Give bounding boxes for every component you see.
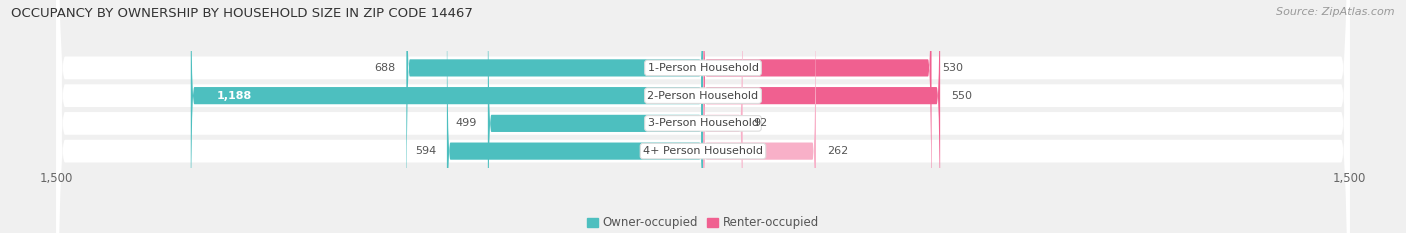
FancyBboxPatch shape [703,0,742,233]
FancyBboxPatch shape [703,0,932,233]
Text: 688: 688 [374,63,395,73]
Text: 262: 262 [827,146,848,156]
Text: OCCUPANCY BY OWNERSHIP BY HOUSEHOLD SIZE IN ZIP CODE 14467: OCCUPANCY BY OWNERSHIP BY HOUSEHOLD SIZE… [11,7,474,20]
FancyBboxPatch shape [488,0,703,233]
FancyBboxPatch shape [56,0,1350,233]
Text: 4+ Person Household: 4+ Person Household [643,146,763,156]
Text: 2-Person Household: 2-Person Household [647,91,759,101]
Legend: Owner-occupied, Renter-occupied: Owner-occupied, Renter-occupied [582,212,824,233]
FancyBboxPatch shape [447,0,703,233]
FancyBboxPatch shape [191,0,703,233]
Text: 92: 92 [754,118,768,128]
Text: 550: 550 [950,91,972,101]
FancyBboxPatch shape [56,0,1350,233]
Text: 594: 594 [415,146,436,156]
Text: 530: 530 [942,63,963,73]
FancyBboxPatch shape [56,0,1350,233]
Text: 3-Person Household: 3-Person Household [648,118,758,128]
Text: 1-Person Household: 1-Person Household [648,63,758,73]
Text: Source: ZipAtlas.com: Source: ZipAtlas.com [1277,7,1395,17]
Text: 499: 499 [456,118,477,128]
Text: 1,188: 1,188 [217,91,252,101]
FancyBboxPatch shape [56,0,1350,233]
FancyBboxPatch shape [703,0,815,233]
FancyBboxPatch shape [406,0,703,233]
FancyBboxPatch shape [703,0,941,233]
